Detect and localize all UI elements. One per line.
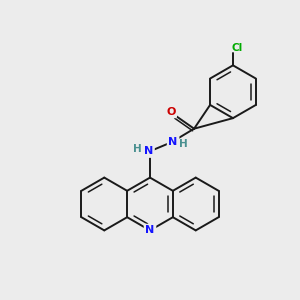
Text: O: O (166, 106, 175, 117)
Text: N: N (169, 136, 178, 147)
Text: N: N (146, 225, 154, 236)
Text: N: N (144, 146, 153, 156)
Text: Cl: Cl (232, 43, 243, 53)
Text: H: H (178, 139, 188, 149)
Text: H: H (133, 144, 142, 154)
